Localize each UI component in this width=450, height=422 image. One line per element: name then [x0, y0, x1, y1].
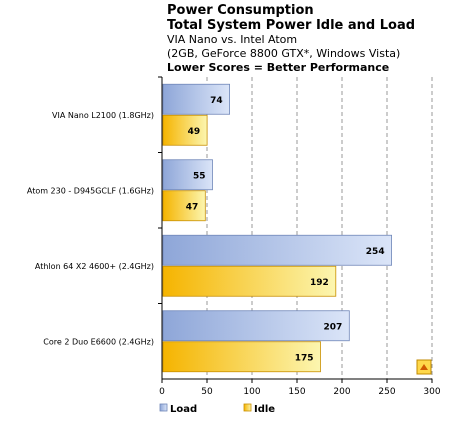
load-bar — [162, 159, 213, 191]
idle-bar — [162, 190, 206, 222]
chart-subtitle: Total System Power Idle and Load — [167, 18, 416, 33]
data-label: 49 — [188, 127, 201, 137]
idle-bar — [162, 114, 208, 146]
data-label: 207 — [324, 322, 343, 332]
x-tick-label: 300 — [423, 387, 440, 397]
category-label: Atom 230 - D945GCLF (1.6GHz) — [27, 186, 154, 195]
category-label: Athlon 64 X2 4600+ (2.4GHz) — [35, 262, 154, 271]
idle-bar — [162, 341, 321, 373]
category-label: Core 2 Duo E6600 (2.4GHz) — [43, 337, 154, 346]
data-label: 175 — [295, 353, 314, 363]
legend-label-idle: Idle — [254, 404, 275, 415]
load-bar — [162, 83, 230, 115]
chart-subtitle-config: (2GB, GeForce 8800 GTX*, Windows Vista) — [167, 47, 401, 60]
watermark-logo-icon — [416, 359, 432, 375]
idle-bar — [162, 265, 337, 297]
legend-label-load: Load — [170, 404, 197, 415]
x-tick-label: 250 — [378, 387, 395, 397]
x-tick-label: 150 — [288, 387, 305, 397]
data-label: 47 — [186, 202, 199, 212]
legend-swatch-load — [159, 403, 168, 412]
data-label: 254 — [366, 247, 385, 257]
x-tick-label: 100 — [243, 387, 260, 397]
data-label: 192 — [310, 278, 329, 288]
data-label: 55 — [193, 171, 206, 181]
load-bar — [162, 234, 393, 266]
legend-swatch-idle — [243, 403, 252, 412]
x-tick-label: 200 — [333, 387, 350, 397]
category-label: VIA Nano L2100 (1.8GHz) — [52, 111, 154, 120]
chart-title: Power Consumption — [167, 3, 314, 18]
x-tick-label: 50 — [201, 387, 213, 397]
chart-titles: Power Consumption Total System Power Idl… — [167, 3, 415, 75]
chart-note: Lower Scores = Better Performance — [167, 61, 390, 74]
x-tick-label: 0 — [159, 387, 165, 397]
chart-subtitle-comparison: VIA Nano vs. Intel Atom — [167, 33, 298, 46]
load-bar — [162, 310, 350, 342]
data-label: 74 — [210, 96, 223, 106]
